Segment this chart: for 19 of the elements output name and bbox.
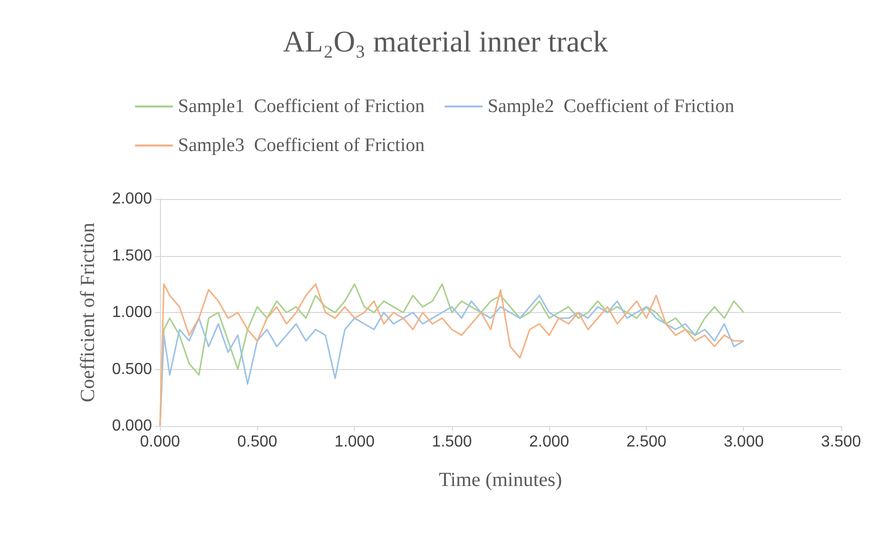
y-axis-title: Coefficient of Friction xyxy=(77,222,99,402)
x-tick-label: 0.000 xyxy=(140,434,180,450)
x-tick-label: 1.500 xyxy=(432,434,472,450)
x-tick-label: 3.000 xyxy=(724,434,764,450)
y-tick-label: 0.000 xyxy=(112,418,152,434)
x-tick-label: 2.000 xyxy=(529,434,570,450)
x-tick-label: 0.500 xyxy=(237,434,278,450)
x-tick-label: 3.500 xyxy=(820,434,862,450)
legend-label: Sample2 Coefficient of Friction xyxy=(488,96,735,117)
x-tick-label: 1.000 xyxy=(334,434,375,450)
legend-label: Sample3 Coefficient of Friction xyxy=(178,135,426,156)
chart-title: AL₂O₃ material inner track xyxy=(283,26,608,58)
y-tick-label: 1.500 xyxy=(112,247,152,264)
y-tick-label: 1.000 xyxy=(112,304,152,321)
x-tick-label: 2.500 xyxy=(626,434,667,450)
y-tick-label: 0.500 xyxy=(112,360,152,378)
y-tick-label: 2.000 xyxy=(112,190,152,208)
x-axis-title: Time (minutes) xyxy=(438,469,562,491)
legend-label: Sample1 Coefficient of Friction xyxy=(178,96,426,117)
